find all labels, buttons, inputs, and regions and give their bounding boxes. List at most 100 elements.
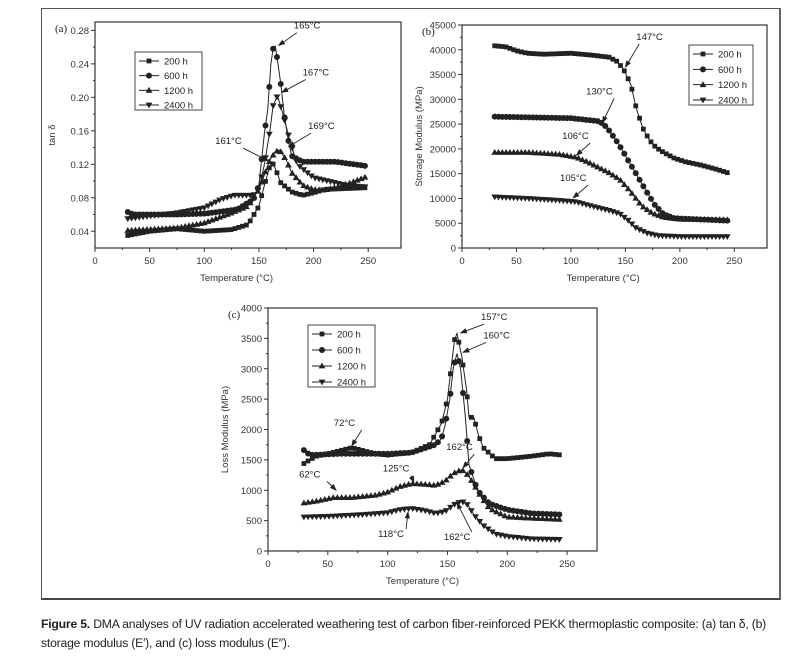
data-point	[342, 450, 349, 457]
data-point	[265, 158, 273, 164]
legend-item: 200 h	[312, 330, 361, 341]
data-point	[265, 131, 273, 138]
data-point	[647, 208, 655, 215]
data-point	[510, 455, 516, 461]
data-point	[682, 159, 688, 165]
data-point	[531, 453, 537, 459]
legend-item: 2400 h	[312, 378, 366, 389]
data-point	[367, 450, 374, 457]
data-point	[705, 164, 711, 170]
data-point	[380, 510, 387, 517]
data-point	[312, 189, 318, 195]
x-tick-label: 150	[251, 256, 267, 267]
data-point	[400, 506, 408, 513]
data-point	[499, 44, 505, 49]
legend-label: 200 h	[337, 330, 361, 341]
y-tick-label: 0.12	[71, 160, 90, 171]
annotation-arrow	[459, 323, 485, 334]
legend-label: 1200 h	[337, 362, 366, 373]
data-point	[301, 192, 307, 198]
legend-item: 600 h	[139, 71, 188, 82]
data-point	[242, 203, 250, 210]
data-point	[582, 157, 590, 164]
data-point	[296, 164, 304, 170]
data-point	[522, 50, 528, 56]
data-point	[652, 143, 658, 149]
y-tick-label: 25000	[430, 120, 456, 131]
annotation-arrow	[243, 147, 270, 162]
data-point	[305, 458, 311, 464]
data-point	[557, 51, 562, 57]
caption-label: Figure 5.	[41, 617, 90, 631]
data-point	[438, 479, 446, 485]
legend-item: 2400 h	[693, 96, 747, 107]
data-point	[182, 227, 188, 232]
data-point	[555, 537, 563, 543]
annotation-label: 118°C	[378, 529, 404, 540]
data-point	[204, 203, 212, 210]
data-point	[236, 225, 242, 230]
data-point	[651, 201, 658, 208]
data-point	[221, 227, 226, 233]
data-point	[723, 216, 731, 223]
data-point	[709, 165, 715, 171]
legend-marker-icon	[318, 379, 326, 386]
data-point	[518, 514, 526, 521]
data-point	[417, 480, 425, 487]
data-point	[353, 176, 361, 183]
x-tick-label: 100	[196, 256, 212, 267]
data-point	[339, 447, 344, 453]
data-point	[227, 209, 235, 216]
data-point	[421, 480, 429, 487]
x-tick-label: 100	[380, 559, 396, 570]
data-point	[347, 445, 353, 451]
data-point	[503, 44, 509, 50]
data-point	[434, 510, 442, 517]
x-tick-label: 150	[617, 256, 633, 267]
data-point	[442, 476, 450, 483]
legend-marker-icon	[146, 58, 152, 64]
data-point	[380, 450, 387, 457]
legend-label: 2400 h	[718, 96, 747, 107]
annotation-arrow	[277, 32, 298, 46]
data-point	[350, 178, 357, 185]
series-2400-h	[491, 194, 731, 241]
annotation-arrow	[602, 98, 615, 124]
series-1200-h	[491, 148, 731, 223]
data-point	[549, 51, 555, 57]
data-point	[434, 480, 442, 487]
series-600-h	[491, 113, 731, 224]
chart-panel-c: 0 50 100 150 200 250 Temperature (°C) 0 500 1000 1…	[220, 304, 598, 587]
plot-area	[94, 21, 402, 249]
data-point	[598, 165, 605, 172]
data-point	[522, 514, 530, 521]
data-point	[278, 180, 284, 186]
data-point	[463, 502, 471, 508]
data-point	[439, 418, 445, 424]
data-point	[671, 155, 677, 161]
data-point	[451, 501, 459, 508]
data-point	[467, 477, 475, 483]
data-point	[583, 52, 589, 58]
data-point	[651, 210, 659, 217]
data-point	[216, 197, 223, 204]
data-point	[595, 53, 601, 59]
data-point	[281, 154, 289, 160]
data-point	[361, 184, 369, 191]
data-point	[605, 169, 613, 176]
data-point	[613, 138, 620, 145]
data-point	[617, 176, 624, 183]
data-point	[354, 512, 362, 519]
data-point	[489, 453, 495, 459]
data-point	[636, 227, 643, 234]
y-axis-label: tan δ	[47, 124, 58, 145]
data-point	[647, 195, 654, 202]
data-point	[534, 515, 542, 521]
legend-marker-icon	[699, 81, 707, 88]
legend-marker-icon	[319, 347, 325, 353]
data-point	[277, 104, 285, 111]
data-point	[467, 508, 475, 515]
data-point	[140, 230, 146, 235]
data-point	[530, 51, 536, 56]
